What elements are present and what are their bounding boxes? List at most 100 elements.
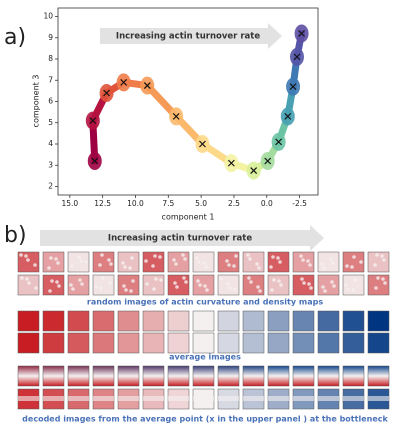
- tile-texture: [173, 281, 177, 285]
- tile-texture: [269, 265, 273, 269]
- tile-texture: [79, 259, 83, 263]
- tile-texture: [344, 283, 348, 287]
- tile-texture: [257, 266, 261, 270]
- center-marker: [227, 159, 235, 167]
- tile-texture: [248, 257, 252, 261]
- tile-texture: [131, 279, 135, 283]
- tile-texture: [78, 278, 82, 282]
- arrow: [40, 225, 324, 251]
- tile-texture: [153, 254, 157, 258]
- tile-texture: [69, 283, 73, 287]
- tile-texture: [94, 285, 98, 289]
- tile-texture: [70, 264, 74, 268]
- tile-texture: [383, 281, 387, 285]
- image-tile: [267, 274, 290, 296]
- center-marker: [143, 82, 151, 89]
- tile-texture: [351, 288, 355, 292]
- center-marker: [298, 30, 306, 37]
- tile-texture: [202, 261, 206, 265]
- tile-texture: [205, 288, 209, 292]
- tile-texture: [20, 276, 24, 280]
- image-tile: [92, 332, 115, 354]
- tile-band: [368, 396, 389, 401]
- caption: random images of actin curvature and den…: [87, 298, 323, 307]
- tile-texture: [374, 286, 378, 290]
- image-tile: [167, 332, 190, 354]
- tile-texture: [350, 265, 354, 269]
- tile-texture: [225, 259, 229, 263]
- center-marker: [91, 157, 99, 165]
- image-tile: [17, 274, 40, 296]
- y-axis-label: component 3: [32, 75, 41, 128]
- image-tile: [342, 332, 365, 354]
- image-tile: [317, 251, 340, 273]
- tile-texture: [232, 264, 236, 268]
- y-tick-label: 8: [48, 54, 53, 63]
- center-marker: [120, 78, 128, 86]
- tile-texture: [197, 260, 201, 264]
- tile-texture: [98, 263, 102, 267]
- image-tile: [17, 332, 40, 354]
- tile-texture: [55, 280, 59, 284]
- x-tick-label: 7.5: [162, 199, 174, 208]
- image-tile: [192, 365, 215, 387]
- image-tile: [217, 365, 240, 387]
- y-tick-label: 4: [48, 139, 53, 148]
- image-tile: [92, 310, 115, 332]
- image-tile: [317, 310, 340, 332]
- tile-texture: [246, 253, 250, 257]
- image-grid: [17, 251, 390, 410]
- arrow-label: Increasing actin turnover rate: [108, 234, 252, 244]
- tile-texture: [346, 287, 350, 291]
- image-tile: [42, 274, 65, 296]
- tile-texture: [255, 262, 259, 266]
- tile-texture: [24, 254, 28, 258]
- tile-texture: [57, 284, 61, 288]
- center-marker: [293, 53, 301, 61]
- image-tile: [367, 365, 390, 387]
- panel-label: b): [4, 223, 27, 248]
- tile-texture: [47, 266, 51, 270]
- tile-texture: [154, 277, 158, 281]
- tile-texture: [195, 256, 199, 260]
- x-tick-label: 10.0: [127, 199, 144, 208]
- image-tile: [92, 274, 115, 296]
- tile-texture: [99, 286, 103, 290]
- tile-texture: [323, 289, 327, 293]
- tile-texture: [307, 282, 311, 286]
- tile-texture: [175, 285, 179, 289]
- image-tile: [242, 310, 265, 332]
- image-tile: [292, 274, 315, 296]
- tile-band: [318, 396, 339, 401]
- plot-area: 15.0 12.5 10.0 7.5 5.0 2.5 0.0 -2.5 2 3 4 5 6 7 8 9 10: [43, 12, 309, 208]
- tile-texture: [48, 289, 52, 293]
- tile-texture: [329, 257, 333, 261]
- tile-band: [93, 396, 114, 401]
- tile-texture: [107, 258, 111, 262]
- tile-texture: [172, 258, 176, 262]
- tile-band: [243, 396, 264, 401]
- tile-band: [343, 396, 364, 401]
- image-tile: [67, 332, 90, 354]
- image-tile: [167, 251, 190, 273]
- tile-texture: [359, 260, 363, 264]
- tile-texture: [330, 280, 334, 284]
- tile-texture: [234, 254, 238, 258]
- image-tile: [192, 310, 215, 332]
- tile-texture: [277, 279, 281, 283]
- tile-texture: [321, 285, 325, 289]
- tile-texture: [159, 278, 163, 282]
- x-axis-label: component 1: [162, 213, 215, 222]
- image-tile: [17, 310, 40, 332]
- image-tile: [92, 365, 115, 387]
- tile-texture: [270, 288, 274, 292]
- tile-texture: [184, 280, 188, 284]
- y-tick-label: 7: [48, 75, 53, 84]
- image-tile: [167, 274, 190, 296]
- x-tick-label: -2.5: [292, 199, 307, 208]
- tile-texture: [278, 260, 282, 264]
- image-tile: [267, 365, 290, 387]
- image-tile: [292, 332, 315, 354]
- tile-texture: [373, 263, 377, 267]
- tile-texture: [130, 256, 134, 260]
